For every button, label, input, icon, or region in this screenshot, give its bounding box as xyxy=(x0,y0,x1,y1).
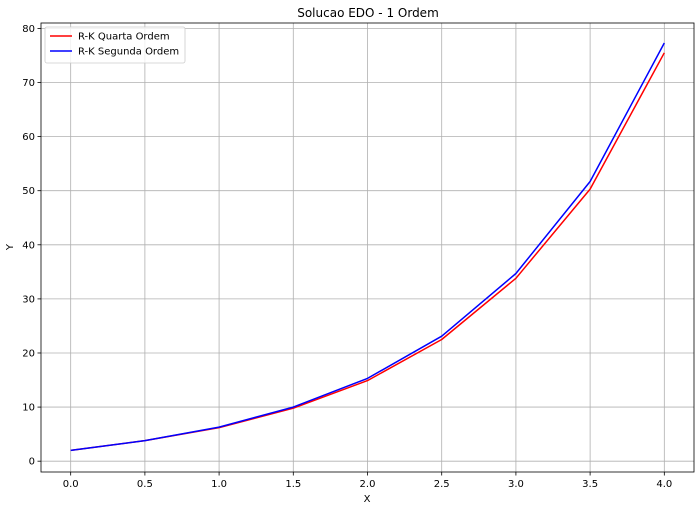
y-tick-label: 0 xyxy=(29,457,35,468)
legend: R-K Quarta Ordem R-K Segunda Ordem xyxy=(44,26,186,64)
y-tick-label: 40 xyxy=(22,240,35,251)
series-lines xyxy=(70,42,665,452)
x-tick-label: 2.5 xyxy=(434,479,450,490)
x-tick-label: 4.0 xyxy=(656,479,672,490)
x-tick-label: 1.0 xyxy=(211,479,227,490)
legend-label-rk2: R-K Segunda Ordem xyxy=(78,47,179,58)
axis-ticks: 0.0 0.5 1.0 1.5 2.0 2.5 3.0 3.5 4.0 0 10 20 30 40 50 60… xyxy=(22,24,672,490)
y-tick-label: 30 xyxy=(22,294,35,305)
y-tick-label: 70 xyxy=(22,78,35,89)
y-axis-label: Y xyxy=(5,243,16,251)
x-tick-label: 0.0 xyxy=(63,479,79,490)
x-tick-label: 0.5 xyxy=(137,479,153,490)
grid-lines xyxy=(41,23,694,472)
x-tick-label: 3.5 xyxy=(582,479,598,490)
y-tick-label: 80 xyxy=(22,24,35,35)
x-tick-label: 2.0 xyxy=(360,479,376,490)
legend-label-rk4: R-K Quarta Ordem xyxy=(78,32,170,43)
y-tick-label: 50 xyxy=(22,186,35,197)
y-tick-label: 10 xyxy=(22,403,35,414)
chart-title: Solucao EDO - 1 Ordem xyxy=(297,6,439,20)
series-line-rk2 xyxy=(70,42,665,452)
y-tick-label: 20 xyxy=(22,348,35,359)
legend-box xyxy=(44,26,186,64)
x-tick-label: 1.5 xyxy=(285,479,301,490)
x-axis-label: X xyxy=(364,494,371,505)
y-tick-label: 60 xyxy=(22,132,35,143)
x-tick-label: 3.0 xyxy=(508,479,524,490)
